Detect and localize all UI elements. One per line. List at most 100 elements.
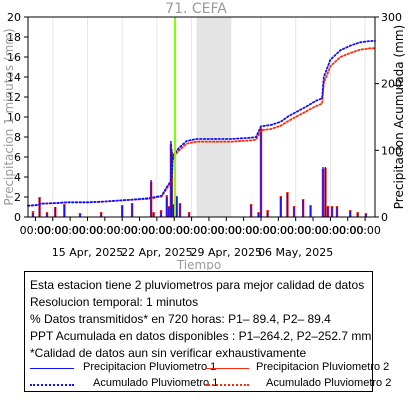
bar-pluviometro-1 xyxy=(257,213,260,217)
bar-pluviometro-1 xyxy=(280,197,282,217)
bar-pluviometro-1 xyxy=(356,213,359,217)
bar-pluviometro-1 xyxy=(309,206,312,217)
legend-label-p2-rain: Precipitacion Pluviometro 2 xyxy=(256,361,390,373)
left-y-ticks: 0 2 4 6 8 10 12 14 16 18 20 xyxy=(7,11,28,224)
left-y-axis-label: Precipitacion 1 minutos (mm) xyxy=(2,28,16,205)
bar-pluviometro-1 xyxy=(121,206,123,217)
left-y-tick-label: 2 xyxy=(14,191,21,204)
line-acumulado-1 xyxy=(27,40,376,207)
x-tick-time-label: 00:00 xyxy=(124,224,156,237)
info-line-stations: Esta estacion tiene 2 pluviometros para … xyxy=(30,278,365,292)
left-y-tick-label: 4 xyxy=(14,171,21,184)
x-tick-time-label: 00:00 xyxy=(332,224,364,237)
bar-pluviometro-1 xyxy=(166,197,168,217)
x-tick-time-label: 00:00 xyxy=(20,224,52,237)
left-y-tick-label: 6 xyxy=(14,151,21,164)
x-tick-time-label: 00:00 xyxy=(141,224,173,237)
bar-pluviometro-1 xyxy=(172,205,175,217)
legend-label-p2-acc: Acumulado Pluviometro 2 xyxy=(266,377,392,389)
bar-pluviometro-1 xyxy=(63,205,66,217)
accumulated-line-layer xyxy=(27,40,376,207)
right-y-axis-label: Precipitacion Acumulada (mm) xyxy=(392,25,406,209)
bar-pluviometro-1 xyxy=(79,214,81,217)
left-y-tick-label: 8 xyxy=(14,131,21,144)
bar-pluviometro-1 xyxy=(179,204,181,217)
legend-label-p1-acc: Acumulado Pluviometro 1 xyxy=(93,377,219,389)
left-y-tick-label: 12 xyxy=(7,91,21,104)
left-y-tick-label: 16 xyxy=(7,51,21,64)
bar-pluviometro-1 xyxy=(322,167,324,217)
legend-label-p1-rain: Precipitacion Pluviometro 1 xyxy=(83,361,217,373)
x-tick-time-label: 00:00 xyxy=(54,224,86,237)
x-ticks: 00:0000:0000:0000:0000:0000:0000:0000:00… xyxy=(20,217,381,259)
legend-swatch-p2-acc xyxy=(205,384,249,386)
x-tick-time-label: 00:00 xyxy=(210,224,242,237)
chart-title: 71. CEFA xyxy=(165,1,227,17)
info-line-resolution: Resolucion temporal: 1 minutos xyxy=(30,295,199,309)
x-tick-date-label: 29 Apr, 2025 xyxy=(191,246,263,259)
bar-pluviometro-1 xyxy=(160,211,162,217)
right-y-tick-label: 200 xyxy=(381,78,402,91)
bar-pluviometro-1 xyxy=(152,213,155,217)
bar-pluviometro-1 xyxy=(176,196,178,217)
right-y-tick-label: 100 xyxy=(381,144,402,157)
bar-pluviometro-1 xyxy=(302,200,304,217)
x-tick-time-label: 00:00 xyxy=(280,224,312,237)
bar-pluviometro-1 xyxy=(46,213,48,217)
x-tick-time-label: 00:00 xyxy=(89,224,121,237)
legend-swatch-p1-acc xyxy=(30,384,74,386)
right-y-ticks: 0 100 200 300 xyxy=(375,11,402,224)
x-tick-time-label: 00:00 xyxy=(106,224,138,237)
info-line-quality: *Calidad de datos aun sin verificar exha… xyxy=(30,346,307,360)
bar-pluviometro-1 xyxy=(188,213,190,217)
bar-pluviometro-1 xyxy=(331,207,333,217)
bar-pluviometro-1 xyxy=(250,205,252,217)
x-tick-date-label: 15 Apr, 2025 xyxy=(52,246,124,259)
bar-pluviometro-1 xyxy=(54,207,56,217)
bar-pluviometro-1 xyxy=(327,207,329,217)
left-y-tick-label: 20 xyxy=(7,11,21,24)
bar-pluviometro-1 xyxy=(324,167,327,217)
bar-pluviometro-1 xyxy=(266,211,269,217)
bar-pluviometro-1 xyxy=(365,214,367,217)
x-tick-time-label: 00:00 xyxy=(176,224,208,237)
right-y-tick-label: 0 xyxy=(381,211,388,224)
x-tick-time-label: 00:00 xyxy=(158,224,190,237)
bar-pluviometro-1 xyxy=(131,204,133,217)
info-box: Esta estacion tiene 2 pluviometros para … xyxy=(24,271,391,392)
bar-pluviometro-1 xyxy=(286,193,289,217)
bar-pluviometro-1 xyxy=(260,129,262,217)
info-line-accumulated: PPT Acumulada en datos disponibles : P1–… xyxy=(30,329,372,343)
x-axis-label: Tiempo xyxy=(176,258,221,270)
x-tick-time-label: 00:00 xyxy=(37,224,69,237)
bar-pluviometro-1 xyxy=(168,207,170,217)
legend-swatch-p1-rain xyxy=(30,368,74,369)
info-line-transmitted: % Datos transmitidos* en 720 horas: P1– … xyxy=(30,312,331,326)
left-y-tick-label: 0 xyxy=(14,211,21,224)
rain-chart: 71. CEFA 0 2 4 6 8 10 12 14 16 18 20 0 100 200 300 00… xyxy=(2,1,406,270)
x-tick-time-label: 00:00 xyxy=(297,224,329,237)
bar-pluviometro-1 xyxy=(336,207,338,217)
legend-swatch-p2-rain xyxy=(205,368,249,369)
bar-pluviometro-1 xyxy=(349,211,351,217)
data-gap-region xyxy=(196,17,232,217)
right-y-tick-label: 300 xyxy=(381,11,402,24)
x-tick-time-label: 00:00 xyxy=(315,224,347,237)
left-y-tick-label: 14 xyxy=(7,71,21,84)
left-y-tick-label: 18 xyxy=(7,31,21,44)
bar-pluviometro-1 xyxy=(171,149,173,217)
bar-pluviometro-1 xyxy=(38,198,41,217)
x-tick-time-label: 00:00 xyxy=(262,224,294,237)
x-tick-time-label: 00:00 xyxy=(72,224,104,237)
x-tick-date-label: 22 Apr, 2025 xyxy=(121,246,193,259)
x-tick-time-label: 00:00 xyxy=(349,224,381,237)
x-tick-date-label: 06 May, 2025 xyxy=(258,246,333,259)
x-tick-time-label: 00:00 xyxy=(245,224,277,237)
bar-pluviometro-1 xyxy=(32,213,34,217)
left-y-tick-label: 10 xyxy=(7,111,21,124)
x-tick-time-label: 00:00 xyxy=(228,224,260,237)
x-tick-time-label: 00:00 xyxy=(193,224,225,237)
bar-pluviometro-1 xyxy=(293,207,295,217)
bar-pluviometro-1 xyxy=(100,213,102,217)
data-gap-layer xyxy=(196,17,232,217)
